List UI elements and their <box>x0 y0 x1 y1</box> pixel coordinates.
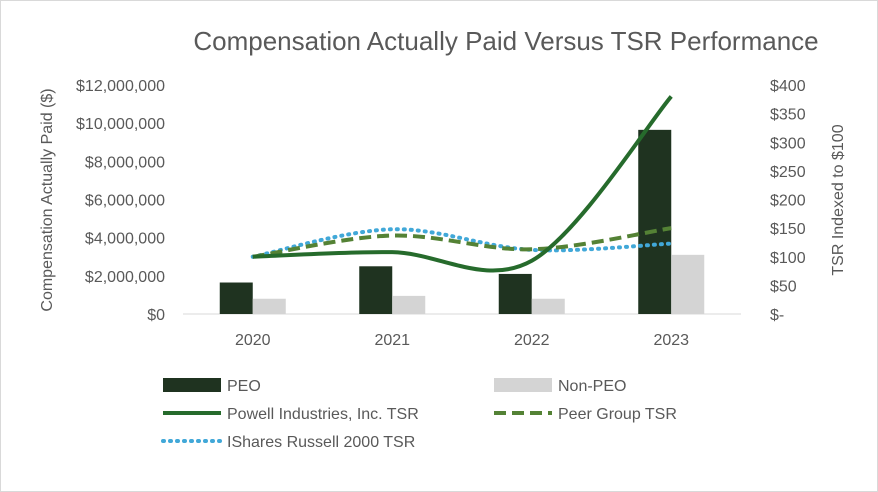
y2-axis-title: TSR Indexed to $100 <box>830 124 847 275</box>
bar-non-peo-2022 <box>531 298 565 314</box>
x-tick-label: 2021 <box>374 332 410 349</box>
legend-label-non-peo: Non-PEO <box>558 378 626 395</box>
chart-title: Compensation Actually Paid Versus TSR Pe… <box>193 26 818 56</box>
y-tick-label: $0 <box>147 307 165 324</box>
y2-tick-label: $350 <box>770 107 806 124</box>
y-tick-label: $2,000,000 <box>85 269 165 286</box>
y-tick-label: $4,000,000 <box>85 231 165 248</box>
legend-swatch-peo <box>163 378 221 392</box>
bars <box>219 129 705 314</box>
y2-tick-label: $200 <box>770 193 806 210</box>
y-axis-ticks: $0 $2,000,000 $4,000,000 $6,000,000 $8,000,0… <box>76 78 165 324</box>
y2-tick-label: $50 <box>770 278 797 295</box>
x-tick-label: 2020 <box>235 332 271 349</box>
y-tick-label: $6,000,000 <box>85 193 165 210</box>
y-tick-label: $10,000,000 <box>76 116 165 133</box>
legend-label-peo: PEO <box>227 378 261 395</box>
bar-non-peo-2023 <box>671 254 705 314</box>
y-tick-label: $12,000,000 <box>76 78 165 95</box>
x-axis-ticks: 2020 2021 2022 2023 <box>235 332 689 349</box>
x-tick-label: 2022 <box>514 332 550 349</box>
y-axis-title: Compensation Actually Paid ($) <box>39 88 56 311</box>
bar-non-peo-2021 <box>392 295 426 314</box>
y2-tick-label: $400 <box>770 78 806 95</box>
tsr-lines <box>250 95 674 273</box>
legend-label-russell: IShares Russell 2000 TSR <box>227 434 415 451</box>
legend-swatch-non-peo <box>494 378 552 392</box>
x-tick-label: 2023 <box>653 332 689 349</box>
bar-peo-2023 <box>638 129 672 314</box>
line-ishares-russell-2000-tsr <box>250 227 674 259</box>
y-tick-label: $8,000,000 <box>85 154 165 171</box>
line-powell-industries-inc-tsr <box>252 95 673 273</box>
y2-axis-ticks: $- $50 $100 $150 $200 $250 $300 $350 $400 <box>770 78 806 324</box>
y2-tick-label: $- <box>770 307 784 324</box>
bar-peo-2022 <box>498 273 532 314</box>
y2-tick-label: $300 <box>770 135 806 152</box>
y2-tick-label: $150 <box>770 221 806 238</box>
legend-label-powell: Powell Industries, Inc. TSR <box>227 406 419 423</box>
bar-peo-2020 <box>219 282 253 314</box>
bar-peo-2021 <box>359 266 393 314</box>
legend-label-peer: Peer Group TSR <box>558 406 677 423</box>
line-peer-group-tsr <box>252 226 672 259</box>
y2-tick-label: $250 <box>770 164 806 181</box>
y2-tick-label: $100 <box>770 250 806 267</box>
bar-non-peo-2020 <box>252 298 286 314</box>
legend: PEO Non-PEO Powell Industries, Inc. TSR … <box>161 378 677 451</box>
